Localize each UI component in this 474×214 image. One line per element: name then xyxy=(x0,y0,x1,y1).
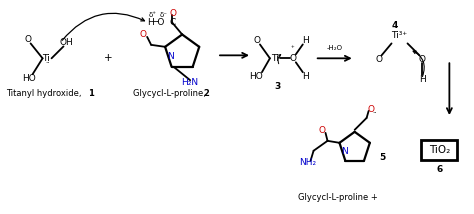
Text: 2: 2 xyxy=(203,89,209,98)
Text: O: O xyxy=(419,55,426,64)
Text: O: O xyxy=(318,126,325,135)
Text: H₂N: H₂N xyxy=(182,78,199,87)
Text: H: H xyxy=(302,72,309,81)
Text: N: N xyxy=(167,52,174,61)
Text: 4: 4 xyxy=(392,21,398,30)
Text: O: O xyxy=(289,54,296,63)
Text: 5: 5 xyxy=(380,153,386,162)
Text: O: O xyxy=(367,106,374,114)
Text: ··: ·· xyxy=(373,110,377,116)
Text: OH: OH xyxy=(60,38,73,47)
Text: Ti³⁺: Ti³⁺ xyxy=(392,31,408,40)
Text: δ⁻: δ⁻ xyxy=(159,12,167,18)
Text: ··: ·· xyxy=(46,60,50,66)
Text: O: O xyxy=(254,36,260,45)
Text: ⁺: ⁺ xyxy=(291,46,295,52)
Text: N: N xyxy=(341,147,348,156)
Text: Ti: Ti xyxy=(271,54,279,63)
Text: H: H xyxy=(147,18,154,27)
Text: ─O: ─O xyxy=(152,18,164,27)
Text: H: H xyxy=(419,75,426,84)
Text: C: C xyxy=(169,18,175,27)
Text: Titanyl hydroxide,: Titanyl hydroxide, xyxy=(6,89,84,98)
Text: +: + xyxy=(104,53,113,63)
Text: TiO₂: TiO₂ xyxy=(429,145,450,155)
Text: Glycycl-L-proline,: Glycycl-L-proline, xyxy=(133,89,209,98)
Text: O: O xyxy=(24,35,31,44)
Text: Glycycl-L-proline +: Glycycl-L-proline + xyxy=(298,193,378,202)
Text: 3: 3 xyxy=(275,82,281,91)
Bar xyxy=(421,140,457,160)
Text: 6: 6 xyxy=(436,165,443,174)
Text: HO: HO xyxy=(249,72,263,81)
Text: HO: HO xyxy=(22,74,36,83)
Text: Ti: Ti xyxy=(42,54,49,63)
Text: H: H xyxy=(302,36,309,45)
Text: δ⁺: δ⁺ xyxy=(148,12,156,18)
Text: NH₂: NH₂ xyxy=(299,158,316,167)
Text: O: O xyxy=(375,55,382,64)
Text: O: O xyxy=(170,9,177,18)
Text: O: O xyxy=(140,30,146,39)
Text: -H₂O: -H₂O xyxy=(327,45,343,51)
Text: 1: 1 xyxy=(89,89,94,98)
